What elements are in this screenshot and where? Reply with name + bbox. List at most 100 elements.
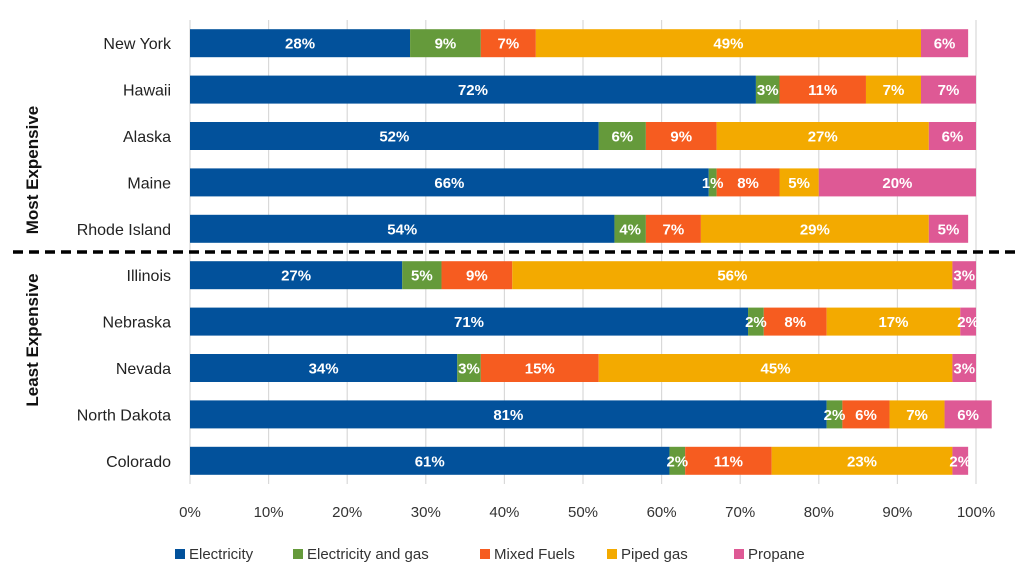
group-label-least-expensive: Least Expensive bbox=[23, 273, 42, 406]
bar-maine-piped-gas bbox=[779, 168, 819, 197]
data-label-alaska-piped-gas: 27% bbox=[808, 129, 838, 146]
data-label-rhode-island-electricity: 54% bbox=[387, 221, 417, 238]
data-label-north-dakota-electricity-and-gas: 2% bbox=[824, 407, 846, 424]
bar-nevada-mixed-fuels bbox=[480, 354, 599, 382]
legend-swatch-piped-gas bbox=[607, 549, 617, 559]
bar-illinois-piped-gas bbox=[512, 261, 953, 290]
bar-maine-electricity bbox=[190, 168, 709, 197]
data-label-rhode-island-mixed-fuels: 7% bbox=[663, 221, 685, 238]
bar-nevada-piped-gas bbox=[598, 354, 953, 382]
bar-maine-mixed-fuels bbox=[716, 168, 780, 197]
data-label-colorado-mixed-fuels: 11% bbox=[714, 453, 743, 470]
data-label-new-york-piped-gas: 49% bbox=[713, 36, 743, 53]
data-label-north-dakota-electricity: 81% bbox=[493, 407, 523, 424]
data-label-nebraska-propane: 2% bbox=[957, 314, 979, 331]
data-label-maine-electricity-and-gas: 1% bbox=[702, 175, 724, 192]
x-tick-label: 60% bbox=[647, 504, 677, 521]
category-label-rhode-island: Rhode Island bbox=[77, 222, 171, 239]
bar-colorado-propane bbox=[952, 446, 969, 475]
x-tick-label: 10% bbox=[254, 504, 284, 521]
legend-label-electricity: Electricity bbox=[189, 546, 254, 563]
data-label-hawaii-propane: 7% bbox=[938, 82, 960, 99]
bar-colorado-piped-gas bbox=[771, 446, 953, 475]
data-label-new-york-propane: 6% bbox=[934, 36, 956, 53]
data-label-maine-mixed-fuels: 8% bbox=[737, 175, 759, 192]
data-label-maine-electricity: 66% bbox=[434, 175, 464, 192]
bar-north-dakota-electricity-and-gas bbox=[826, 400, 843, 429]
data-label-rhode-island-piped-gas: 29% bbox=[800, 221, 830, 238]
legend-label-propane: Propane bbox=[748, 546, 805, 563]
x-tick-label: 70% bbox=[725, 504, 755, 521]
bar-nevada-electricity bbox=[190, 354, 458, 382]
data-label-hawaii-electricity-and-gas: 3% bbox=[757, 82, 779, 99]
category-label-nevada: Nevada bbox=[116, 361, 171, 378]
bar-nebraska-electricity bbox=[190, 307, 749, 336]
x-tick-label: 90% bbox=[882, 504, 912, 521]
data-label-nebraska-piped-gas: 17% bbox=[878, 314, 908, 331]
bar-maine-propane bbox=[818, 168, 976, 197]
data-label-illinois-propane: 3% bbox=[953, 268, 975, 285]
data-label-colorado-propane: 2% bbox=[949, 453, 971, 470]
bar-north-dakota-mixed-fuels bbox=[842, 400, 890, 429]
bar-illinois-mixed-fuels bbox=[441, 261, 513, 290]
data-label-alaska-mixed-fuels: 9% bbox=[670, 129, 692, 146]
x-tick-label: 100% bbox=[957, 504, 995, 521]
legend-label-electricity-and-gas: Electricity and gas bbox=[307, 546, 429, 563]
bar-north-dakota-piped-gas bbox=[889, 400, 945, 429]
data-label-nebraska-electricity-and-gas: 2% bbox=[745, 314, 767, 331]
data-label-illinois-electricity: 27% bbox=[281, 268, 311, 285]
bar-illinois-electricity-and-gas bbox=[402, 261, 442, 290]
bar-segments bbox=[190, 29, 992, 475]
legend-swatch-propane bbox=[734, 549, 744, 559]
category-label-alaska: Alaska bbox=[123, 129, 171, 146]
bar-nevada-propane bbox=[952, 354, 976, 382]
data-label-hawaii-mixed-fuels: 11% bbox=[808, 82, 837, 99]
bar-rhode-island-electricity-and-gas bbox=[614, 214, 646, 243]
data-label-north-dakota-propane: 6% bbox=[957, 407, 979, 424]
data-label-nevada-propane: 3% bbox=[953, 361, 975, 378]
bar-nebraska-electricity-and-gas bbox=[748, 307, 764, 336]
data-label-hawaii-electricity: 72% bbox=[458, 82, 488, 99]
bar-alaska-electricity-and-gas bbox=[598, 122, 646, 150]
data-labels: 28% 9% 7% 49% 6% 72% 3% 11% 7% 7% 52% 6% 9% 27% 6% 66% 1… bbox=[281, 36, 979, 471]
data-label-nevada-mixed-fuels: 15% bbox=[525, 361, 555, 378]
bar-alaska-propane bbox=[928, 122, 976, 150]
bar-illinois-propane bbox=[952, 261, 976, 290]
category-label-nebraska: Nebraska bbox=[103, 315, 172, 332]
bar-maine-electricity-and-gas bbox=[708, 168, 717, 197]
data-label-new-york-mixed-fuels: 7% bbox=[497, 36, 519, 53]
data-label-alaska-electricity: 52% bbox=[379, 129, 409, 146]
data-label-rhode-island-electricity-and-gas: 4% bbox=[619, 221, 641, 238]
data-label-maine-propane: 20% bbox=[882, 175, 912, 192]
legend-swatch-electricity bbox=[175, 549, 185, 559]
data-label-nevada-electricity-and-gas: 3% bbox=[458, 361, 480, 378]
data-label-colorado-electricity: 61% bbox=[415, 453, 445, 470]
category-labels: New York Hawaii Alaska Maine Rhode Island Ill… bbox=[77, 36, 172, 471]
data-label-new-york-electricity-and-gas: 9% bbox=[435, 36, 457, 53]
bar-nebraska-mixed-fuels bbox=[763, 307, 827, 336]
legend-swatch-electricity-and-gas bbox=[293, 549, 303, 559]
bar-alaska-electricity bbox=[190, 122, 599, 150]
data-label-nebraska-mixed-fuels: 8% bbox=[784, 314, 806, 331]
x-tick-label: 80% bbox=[804, 504, 834, 521]
data-label-nevada-electricity: 34% bbox=[309, 361, 339, 378]
bar-rhode-island-propane bbox=[928, 214, 969, 243]
x-tick-label: 30% bbox=[411, 504, 441, 521]
data-label-colorado-piped-gas: 23% bbox=[847, 453, 877, 470]
bar-colorado-mixed-fuels bbox=[685, 446, 772, 475]
bar-rhode-island-piped-gas bbox=[700, 214, 929, 243]
bar-hawaii-piped-gas bbox=[865, 75, 921, 104]
category-label-new-york: New York bbox=[103, 36, 172, 53]
bar-north-dakota-electricity bbox=[190, 400, 827, 429]
bar-rhode-island-electricity bbox=[190, 214, 615, 243]
x-axis-ticks: 0% 10% 20% 30% 40% 50% 60% 70% 80% 90% 100% bbox=[179, 504, 995, 521]
category-label-illinois: Illinois bbox=[127, 268, 171, 285]
bar-new-york-electricity bbox=[190, 29, 411, 58]
bar-alaska-mixed-fuels bbox=[645, 122, 717, 150]
x-tick-label: 20% bbox=[332, 504, 362, 521]
data-label-nebraska-electricity: 71% bbox=[454, 314, 484, 331]
bar-hawaii-mixed-fuels bbox=[779, 75, 866, 104]
category-label-colorado: Colorado bbox=[106, 454, 171, 471]
data-label-alaska-electricity-and-gas: 6% bbox=[611, 129, 633, 146]
data-label-north-dakota-mixed-fuels: 6% bbox=[855, 407, 877, 424]
